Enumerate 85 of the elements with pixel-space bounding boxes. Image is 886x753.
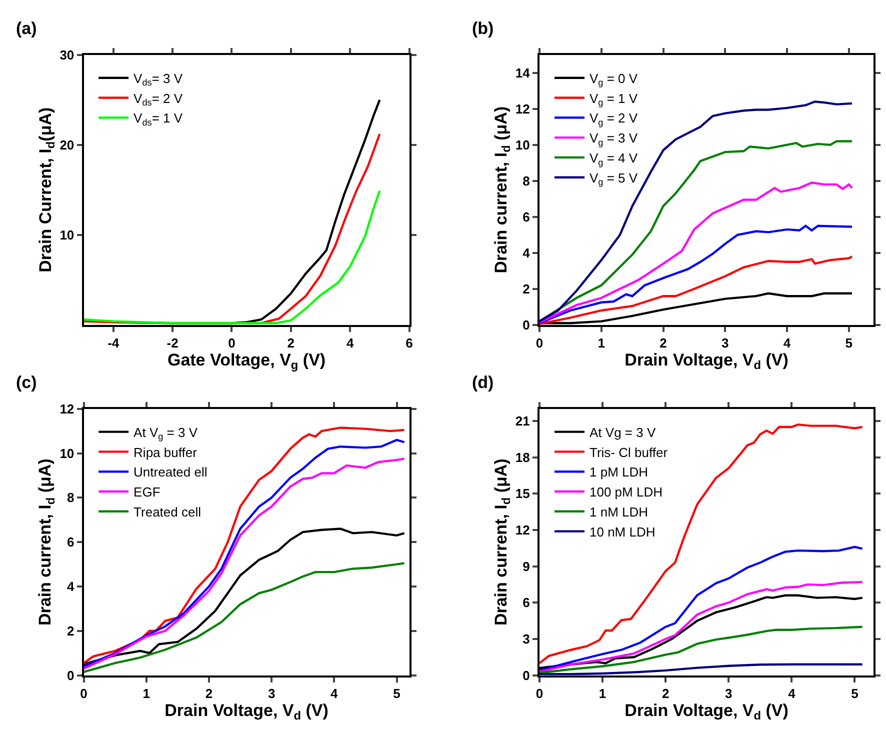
line-series (84, 190, 381, 324)
line-series (539, 423, 864, 664)
x-axis-title: Drain Voltage, V$_{d}$ (V) (164, 700, 328, 722)
y-tick-label: 6 (66, 534, 74, 550)
y-tick-label: 2 (66, 623, 74, 638)
x-tick-label: 4 (330, 686, 339, 701)
y-tick-label: 12 (515, 522, 530, 538)
legend-label: At Vg = 3 V (590, 424, 656, 440)
chart-title: (a) (16, 19, 37, 38)
x-tick-label: 1 (598, 336, 605, 350)
chart-title: (b) (472, 19, 494, 38)
x-axis-title: Drain Voltage, V$_{d}$ (V) (624, 700, 788, 722)
y-tick-label: 14 (515, 65, 531, 80)
legend-label: Tris- Cl buffer (590, 444, 668, 460)
x-tick-label: 5 (393, 686, 400, 701)
y-tick-label: 15 (515, 486, 530, 502)
legend-label: Ripa buffer (134, 444, 198, 460)
x-tick-label: 4 (788, 686, 796, 701)
legend-label: Untreated ell (134, 464, 208, 480)
y-tick-label: 18 (515, 450, 530, 465)
chart-title: (d) (472, 373, 494, 392)
x-tick-label: 1 (598, 686, 606, 701)
y-tick-label: 6 (522, 595, 530, 610)
legend-label: V$_{g}$ = 2 V (590, 110, 638, 128)
y-tick-label: 3 (522, 632, 530, 647)
x-tick-label: -4 (108, 336, 120, 350)
y-tick-label: 0 (66, 668, 74, 683)
y-tick-label: 4 (522, 245, 531, 260)
legend-label: At V$_{g}$ = 3 V (134, 424, 198, 442)
y-tick-label: 12 (60, 401, 74, 416)
x-tick-label: 6 (406, 336, 413, 350)
x-tick-label: 5 (845, 336, 853, 350)
y-tick-label: 2 (522, 281, 530, 296)
y-tick-label: 4 (66, 579, 75, 594)
legend-label: 1 nM LDH (590, 504, 648, 520)
x-tick-label: 1 (142, 686, 150, 701)
legend-label: 10 nM LDH (590, 524, 656, 540)
y-tick-label: 12 (515, 101, 530, 116)
line-series (539, 546, 864, 672)
legend-label: 1 pM LDH (590, 464, 648, 480)
legend-label: V$_{ds}$= 3 V (134, 70, 183, 88)
x-axis-title: Gate Voltage, V$_{g}$ (V) (167, 350, 326, 372)
legend-label: V$_{g}$ = 1 V (590, 90, 638, 108)
y-tick-label: 8 (66, 490, 74, 506)
y-tick-label: 30 (60, 47, 74, 62)
legend-label: Treated cell (134, 504, 202, 520)
y-tick-label: 21 (515, 414, 530, 429)
x-tick-label: 2 (660, 336, 667, 350)
legend-label: 100 pM LDH (590, 484, 662, 500)
legend-label: V$_{g}$ = 3 V (590, 130, 638, 148)
legend-label: V$_{ds}$= 1 V (134, 110, 183, 128)
x-tick-label: 0 (80, 686, 88, 701)
y-tick-label: 9 (522, 558, 530, 574)
y-tick-label: 0 (522, 317, 530, 332)
legend-label: V$_{g}$ = 0 V (590, 70, 638, 88)
x-tick-label: 2 (287, 336, 295, 350)
y-tick-label: 10 (60, 446, 74, 461)
x-tick-label: 2 (205, 686, 213, 701)
x-tick-label: 0 (228, 336, 236, 350)
y-tick-label: 6 (522, 209, 530, 224)
legend-label: V$_{ds}$= 2 V (134, 90, 183, 108)
y-tick-label: 20 (60, 137, 74, 152)
x-tick-label: 3 (722, 336, 729, 350)
y-tick-label: 10 (515, 137, 530, 152)
x-axis-title: Drain Voltage, V$_{d}$ (V) (624, 350, 788, 372)
line-series (539, 663, 864, 676)
x-tick-label: 3 (268, 686, 276, 701)
x-tick-label: 5 (851, 686, 858, 701)
y-tick-label: 0 (522, 668, 530, 683)
x-tick-label: 4 (783, 336, 792, 350)
line-series (84, 562, 406, 674)
x-tick-label: 3 (725, 686, 732, 701)
x-tick-label: 4 (346, 336, 354, 350)
legend-label: V$_{g}$ = 5 V (590, 170, 638, 188)
legend-label: EGF (134, 484, 160, 500)
x-tick-label: -2 (166, 336, 178, 350)
x-tick-label: 0 (536, 686, 544, 701)
line-series (539, 580, 864, 673)
y-tick-label: 8 (522, 173, 530, 188)
chart-title: (c) (16, 373, 37, 392)
x-tick-label: 2 (662, 686, 670, 701)
legend-label: V$_{g}$ = 4 V (590, 150, 638, 168)
line-series (539, 626, 864, 674)
x-tick-label: 0 (536, 336, 544, 350)
y-tick-label: 10 (60, 227, 74, 242)
